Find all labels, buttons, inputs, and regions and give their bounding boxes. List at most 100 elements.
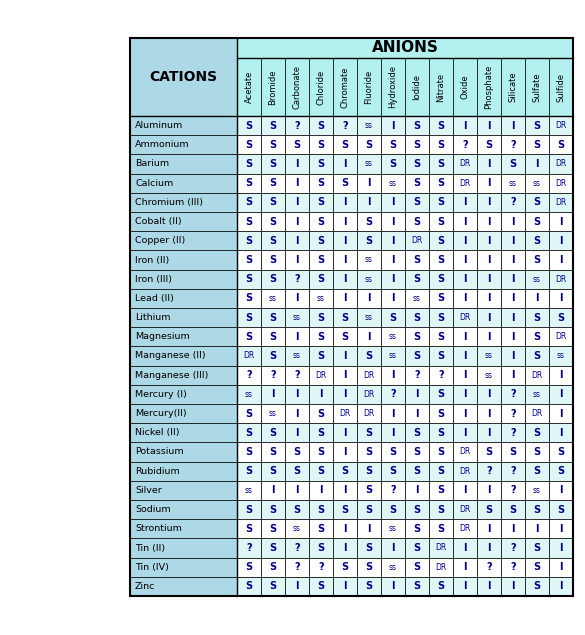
Text: S: S <box>270 428 277 438</box>
Bar <box>333 327 357 347</box>
Text: S: S <box>270 351 277 361</box>
Text: ?: ? <box>486 466 492 476</box>
Bar <box>237 38 573 58</box>
Bar <box>501 289 525 308</box>
Text: S: S <box>318 140 325 150</box>
Bar <box>130 462 237 481</box>
Text: I: I <box>487 274 491 284</box>
Text: Rubidium: Rubidium <box>135 467 180 476</box>
Bar <box>130 270 237 289</box>
Bar <box>333 443 357 462</box>
Text: I: I <box>391 197 395 208</box>
Text: I: I <box>343 485 347 495</box>
Bar <box>309 500 333 519</box>
Bar <box>237 366 261 385</box>
Text: S: S <box>318 447 325 457</box>
Text: S: S <box>270 466 277 476</box>
Text: ?: ? <box>390 485 396 495</box>
Bar <box>309 519 333 538</box>
Bar <box>453 519 477 538</box>
Text: S: S <box>438 140 445 150</box>
Bar <box>549 308 573 327</box>
Bar <box>357 193 381 212</box>
Text: S: S <box>342 332 349 342</box>
Text: S: S <box>534 332 541 342</box>
Bar <box>525 385 549 404</box>
Bar <box>309 308 333 327</box>
Bar <box>501 173 525 193</box>
Text: I: I <box>559 485 563 495</box>
Text: ?: ? <box>414 370 420 380</box>
Text: ?: ? <box>294 562 300 572</box>
Bar <box>261 250 285 270</box>
Bar <box>453 462 477 481</box>
Bar <box>357 270 381 289</box>
Bar <box>285 558 309 577</box>
Text: S: S <box>246 447 253 457</box>
Text: DR: DR <box>531 371 543 380</box>
Bar <box>405 154 429 173</box>
Bar <box>477 404 501 423</box>
Text: I: I <box>559 524 563 534</box>
Bar <box>333 58 357 116</box>
Text: S: S <box>534 543 541 553</box>
Bar <box>357 462 381 481</box>
Bar <box>477 250 501 270</box>
Bar <box>453 250 477 270</box>
Text: I: I <box>343 293 347 304</box>
Bar <box>130 481 237 500</box>
Text: ss: ss <box>317 294 325 303</box>
Bar <box>333 481 357 500</box>
Text: S: S <box>318 217 325 227</box>
Bar <box>130 519 237 538</box>
Text: S: S <box>318 274 325 284</box>
Bar <box>381 212 405 231</box>
Bar <box>429 558 453 577</box>
Text: S: S <box>438 312 445 323</box>
Bar <box>525 154 549 173</box>
Text: I: I <box>511 255 515 265</box>
Text: I: I <box>511 236 515 246</box>
Bar <box>261 385 285 404</box>
Text: S: S <box>534 217 541 227</box>
Text: S: S <box>486 447 493 457</box>
Text: S: S <box>486 140 493 150</box>
Text: I: I <box>415 485 419 495</box>
Text: S: S <box>414 140 421 150</box>
Text: I: I <box>343 197 347 208</box>
Bar <box>453 327 477 347</box>
Bar <box>130 404 237 423</box>
Bar <box>309 173 333 193</box>
Bar <box>525 58 549 116</box>
Bar <box>405 347 429 366</box>
Bar <box>429 116 453 135</box>
Text: Chromium (III): Chromium (III) <box>135 198 203 207</box>
Bar <box>501 538 525 558</box>
Text: I: I <box>463 428 467 438</box>
Bar <box>525 481 549 500</box>
Bar <box>237 135 261 154</box>
Text: S: S <box>366 562 373 572</box>
Bar <box>405 212 429 231</box>
Bar <box>453 404 477 423</box>
Text: I: I <box>391 543 395 553</box>
Bar <box>333 577 357 596</box>
Text: S: S <box>438 236 445 246</box>
Bar <box>429 58 453 116</box>
Text: ss: ss <box>413 294 421 303</box>
Bar <box>549 519 573 538</box>
Text: S: S <box>246 140 253 150</box>
Bar <box>477 385 501 404</box>
Text: S: S <box>366 543 373 553</box>
Bar <box>333 404 357 423</box>
Bar <box>333 308 357 327</box>
Text: S: S <box>270 178 277 188</box>
Bar <box>357 385 381 404</box>
Bar <box>405 481 429 500</box>
Bar <box>333 116 357 135</box>
Bar <box>453 538 477 558</box>
Bar <box>381 250 405 270</box>
Bar <box>357 231 381 250</box>
Text: S: S <box>414 428 421 438</box>
Bar <box>429 481 453 500</box>
